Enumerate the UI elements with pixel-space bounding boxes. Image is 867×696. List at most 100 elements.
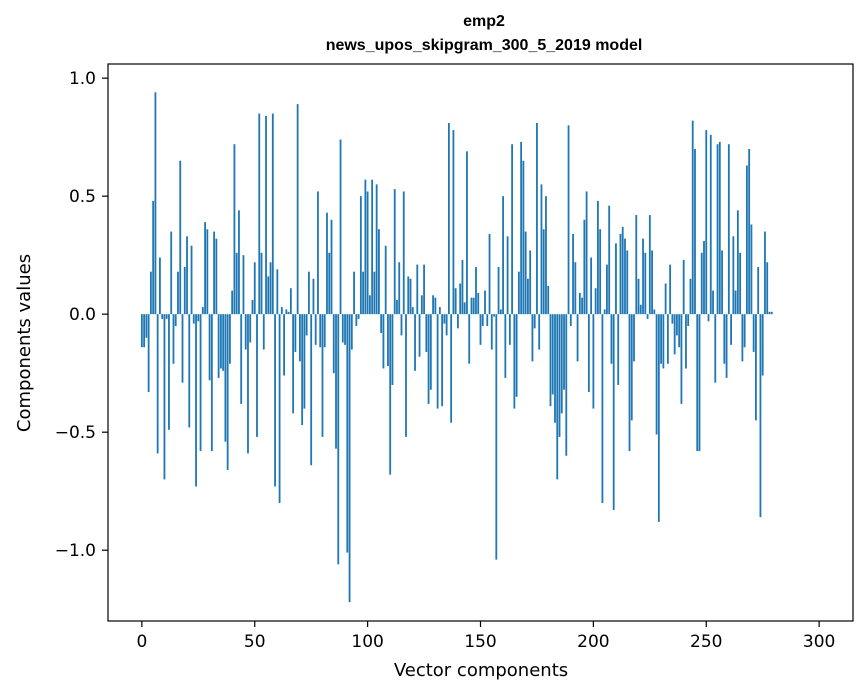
bar bbox=[235, 252, 238, 315]
bar bbox=[387, 314, 389, 367]
bar bbox=[468, 314, 471, 364]
bar bbox=[723, 314, 726, 364]
bar bbox=[344, 314, 346, 345]
bar bbox=[671, 314, 674, 324]
bar bbox=[201, 307, 204, 315]
bar bbox=[389, 314, 392, 475]
bar bbox=[574, 262, 577, 315]
bar bbox=[298, 314, 301, 362]
bar bbox=[276, 269, 279, 315]
bar bbox=[217, 314, 220, 378]
bar bbox=[603, 309, 606, 315]
bar bbox=[698, 314, 701, 452]
bar bbox=[215, 238, 218, 315]
bar bbox=[208, 314, 211, 381]
bar bbox=[238, 210, 240, 315]
bar bbox=[524, 231, 527, 315]
bar bbox=[149, 271, 152, 315]
bar bbox=[540, 184, 543, 315]
bar bbox=[190, 245, 193, 315]
bar bbox=[743, 314, 746, 348]
bar bbox=[143, 314, 146, 348]
bar bbox=[560, 314, 563, 414]
bar bbox=[755, 314, 757, 421]
bar bbox=[204, 222, 206, 315]
bar bbox=[420, 295, 423, 315]
bar bbox=[457, 314, 459, 329]
bar bbox=[418, 314, 421, 357]
bar bbox=[606, 264, 608, 315]
bar bbox=[558, 314, 561, 437]
bar bbox=[596, 200, 599, 315]
bar bbox=[635, 215, 638, 315]
y-tick-label: −1.0 bbox=[55, 541, 96, 561]
bar bbox=[438, 307, 441, 315]
y-tick-label: 1.0 bbox=[69, 69, 96, 89]
bar bbox=[669, 264, 672, 315]
bar bbox=[517, 271, 520, 315]
bar bbox=[569, 314, 572, 326]
bar bbox=[678, 314, 681, 348]
bar bbox=[436, 314, 439, 409]
bar bbox=[732, 236, 735, 315]
bar bbox=[655, 314, 658, 435]
bar bbox=[425, 314, 428, 352]
bar bbox=[547, 285, 550, 315]
bar bbox=[330, 219, 333, 315]
bar bbox=[145, 314, 148, 338]
bar bbox=[599, 229, 602, 315]
bar bbox=[725, 314, 728, 378]
bar bbox=[280, 307, 283, 315]
bar bbox=[529, 250, 532, 315]
bar bbox=[231, 290, 234, 315]
bar bbox=[210, 314, 213, 452]
bar bbox=[206, 229, 209, 315]
bar bbox=[592, 314, 595, 409]
bar bbox=[163, 314, 166, 480]
bar bbox=[750, 224, 753, 315]
bar bbox=[705, 130, 708, 315]
bar bbox=[405, 314, 407, 437]
bar bbox=[716, 144, 719, 315]
bar bbox=[764, 231, 766, 315]
bar bbox=[159, 257, 161, 315]
bar bbox=[391, 314, 394, 385]
bar bbox=[174, 314, 177, 326]
bar bbox=[152, 200, 155, 315]
bar bbox=[335, 314, 337, 449]
bar bbox=[423, 264, 425, 315]
bar bbox=[736, 210, 739, 315]
bar bbox=[551, 314, 554, 395]
bar bbox=[612, 314, 615, 511]
bars-group bbox=[140, 92, 773, 603]
bar bbox=[274, 314, 276, 487]
bar bbox=[427, 314, 430, 404]
bar bbox=[504, 314, 507, 378]
chart-title: emp2 bbox=[463, 13, 505, 30]
bar bbox=[637, 278, 640, 315]
bar bbox=[696, 314, 699, 452]
bar bbox=[179, 160, 182, 315]
bar bbox=[461, 259, 464, 315]
bar bbox=[703, 241, 705, 315]
bar bbox=[594, 288, 597, 315]
bar bbox=[355, 314, 358, 326]
bar bbox=[615, 243, 617, 315]
bar bbox=[718, 141, 721, 315]
bar bbox=[499, 309, 502, 315]
bar bbox=[766, 262, 769, 315]
bar bbox=[188, 314, 191, 428]
bar bbox=[271, 113, 274, 315]
x-tick-label: 150 bbox=[464, 632, 496, 652]
bar bbox=[414, 314, 416, 371]
bar bbox=[156, 314, 159, 454]
x-axis-label: Vector components bbox=[394, 660, 568, 681]
bar bbox=[630, 314, 633, 421]
bar bbox=[651, 250, 653, 315]
bar bbox=[411, 307, 414, 315]
bar bbox=[621, 226, 624, 315]
bar bbox=[181, 314, 184, 383]
bar bbox=[380, 314, 383, 334]
bar bbox=[642, 238, 644, 315]
bar bbox=[321, 314, 324, 437]
